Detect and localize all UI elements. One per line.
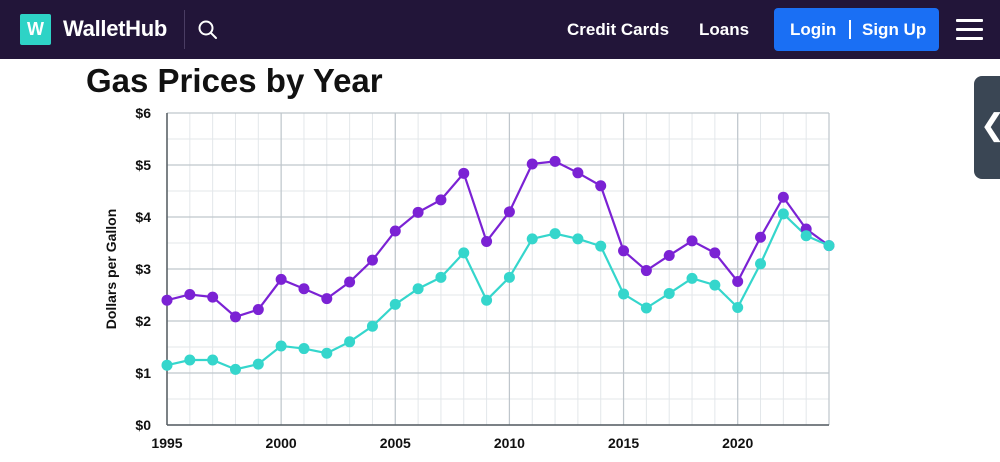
y-tick-label: $4 (135, 209, 151, 225)
signup-button[interactable]: Sign Up (862, 20, 927, 39)
data-point-series-1 (732, 301, 744, 313)
data-point-series-1 (823, 240, 835, 252)
y-tick-label: $2 (135, 313, 151, 329)
data-point-series-1 (663, 287, 675, 299)
auth-separator (849, 20, 851, 39)
login-button[interactable]: Login (790, 20, 837, 39)
data-point-series-1 (481, 294, 493, 306)
data-point-series-0 (503, 206, 515, 218)
data-point-series-1 (526, 233, 538, 245)
data-point-series-1 (595, 240, 607, 252)
data-point-series-1 (686, 272, 698, 284)
data-point-series-1 (161, 359, 173, 371)
data-point-series-0 (709, 247, 721, 259)
data-point-series-0 (344, 276, 356, 288)
data-point-series-0 (321, 293, 333, 305)
x-tick-label: 2010 (494, 435, 525, 451)
data-point-series-1 (229, 363, 241, 375)
y-tick-label: $6 (135, 105, 151, 121)
y-axis-title: Dollars per Gallon (103, 209, 119, 330)
search-icon[interactable] (197, 19, 219, 41)
data-point-series-1 (252, 358, 264, 370)
data-point-series-1 (458, 247, 470, 259)
data-point-series-0 (777, 191, 789, 203)
data-point-series-0 (595, 180, 607, 192)
data-point-series-0 (526, 158, 538, 170)
data-point-series-0 (481, 235, 493, 247)
data-point-series-0 (161, 294, 173, 306)
data-point-series-1 (618, 288, 630, 300)
y-tick-label: $0 (135, 417, 151, 433)
data-point-series-0 (686, 235, 698, 247)
data-point-series-0 (389, 225, 401, 237)
nav-loans-link[interactable]: Loans (699, 20, 750, 39)
data-point-series-0 (366, 254, 378, 266)
data-point-series-0 (184, 288, 196, 300)
data-point-series-1 (640, 302, 652, 314)
x-tick-label: 2000 (266, 435, 297, 451)
login-signup-button[interactable]: Login Sign Up (774, 8, 939, 51)
data-point-series-0 (435, 194, 447, 206)
nav-credit-cards-link[interactable]: Credit Cards (567, 20, 670, 39)
chevron-left-icon: ❮ (980, 108, 1000, 143)
data-point-series-1 (777, 208, 789, 220)
data-point-series-1 (435, 271, 447, 283)
series-line-0 (166, 160, 830, 319)
data-point-series-1 (207, 354, 219, 366)
data-point-series-1 (344, 336, 356, 348)
data-point-series-0 (207, 291, 219, 303)
hamburger-menu-icon[interactable] (956, 19, 983, 41)
data-point-series-0 (732, 275, 744, 287)
data-point-series-1 (755, 258, 767, 270)
y-tick-label: $5 (135, 157, 151, 173)
data-point-series-1 (366, 320, 378, 332)
data-point-series-1 (184, 354, 196, 366)
data-point-series-1 (800, 230, 812, 242)
y-tick-label: $1 (135, 365, 151, 381)
side-panel-toggle[interactable]: ❮ (974, 76, 1000, 179)
data-point-series-0 (755, 231, 767, 243)
x-tick-label: 1995 (151, 435, 182, 451)
data-point-series-1 (298, 343, 310, 355)
x-tick-label: 2005 (380, 435, 411, 451)
data-point-series-1 (321, 347, 333, 359)
wallethub-logo-icon[interactable]: W (20, 14, 51, 45)
data-point-series-1 (709, 279, 721, 291)
data-point-series-0 (640, 265, 652, 277)
y-tick-label: $3 (135, 261, 151, 277)
nav-divider (184, 10, 185, 49)
x-tick-label: 2020 (722, 435, 753, 451)
data-point-series-1 (412, 283, 424, 295)
data-point-series-1 (549, 228, 561, 240)
data-point-series-0 (663, 249, 675, 261)
data-point-series-0 (549, 155, 561, 167)
chart-title: Gas Prices by Year (86, 62, 383, 99)
data-point-series-1 (572, 233, 584, 245)
data-point-series-0 (252, 304, 264, 316)
data-point-series-0 (229, 311, 241, 323)
wallethub-logo-text[interactable]: WalletHub (63, 16, 168, 41)
data-point-series-0 (572, 167, 584, 179)
data-point-series-1 (503, 271, 515, 283)
data-point-series-0 (275, 273, 287, 285)
data-point-series-1 (389, 298, 401, 310)
top-navigation-bar: W WalletHub Credit Cards Loans Login Sig… (0, 0, 1000, 59)
data-point-series-1 (275, 340, 287, 352)
data-point-series-0 (618, 245, 630, 257)
data-point-series-0 (298, 283, 310, 295)
data-point-series-0 (412, 206, 424, 218)
x-tick-label: 2015 (608, 435, 639, 451)
data-point-series-0 (458, 167, 470, 179)
series-line-1 (166, 212, 830, 371)
